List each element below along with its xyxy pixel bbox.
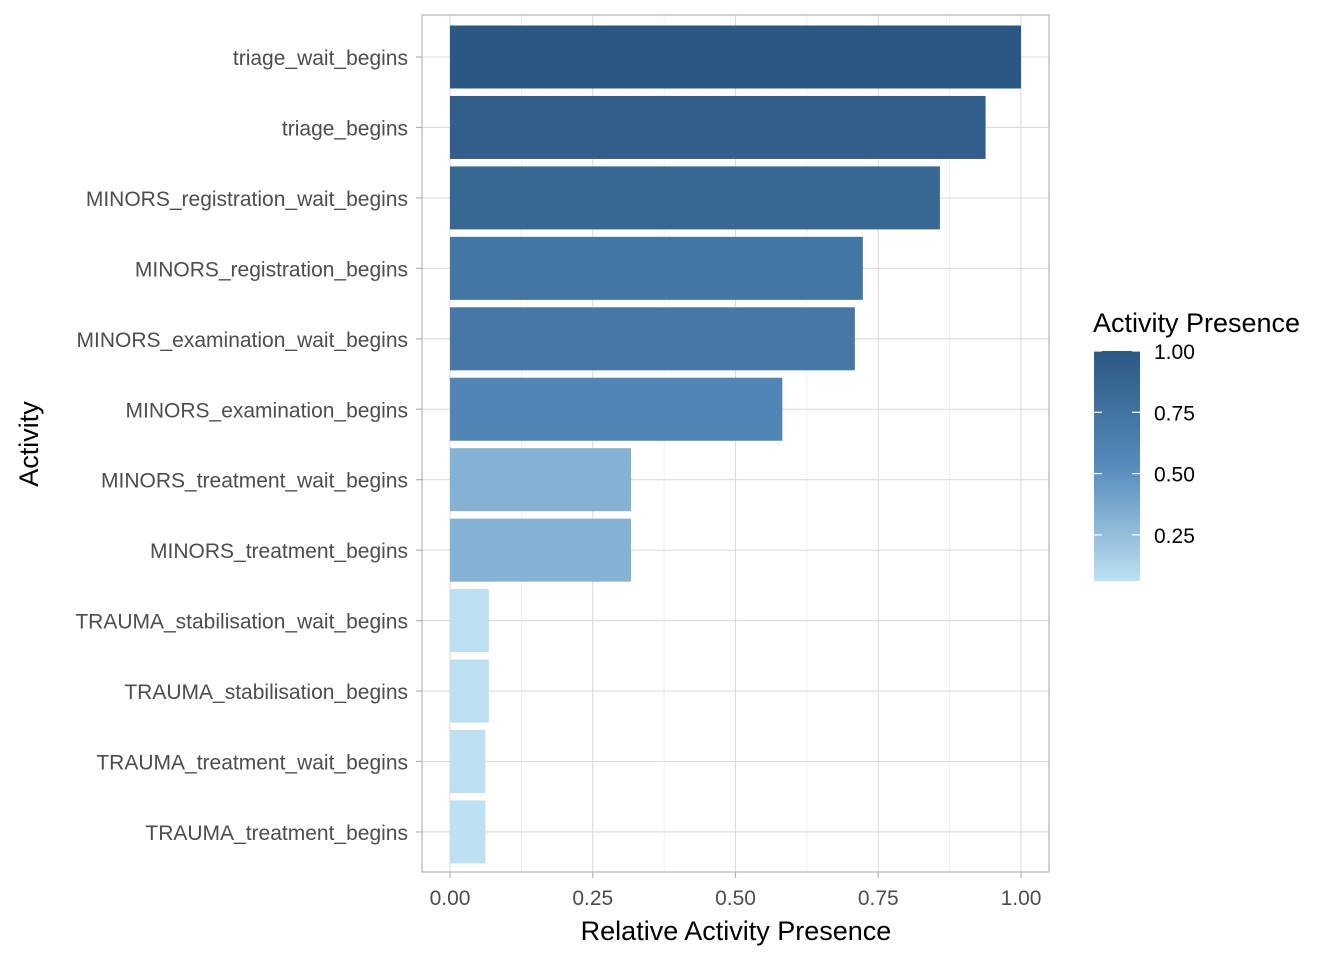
x-tick-label: 0.50 — [715, 887, 756, 910]
bar — [450, 166, 940, 230]
x-tick-label: 1.00 — [1001, 887, 1042, 910]
bar — [450, 25, 1021, 89]
legend-ticks: 1.00 0.75 0.50 0.25 — [1094, 341, 1195, 548]
y-axis: triage_wait_begins triage_begins MINORS_re… — [75, 47, 422, 845]
legend-tick-label: 1.00 — [1154, 341, 1195, 364]
bar — [450, 448, 632, 512]
bar — [450, 518, 632, 582]
bars — [450, 25, 1021, 864]
legend-tick-label: 0.50 — [1154, 464, 1195, 487]
y-tick-label: triage_begins — [282, 117, 408, 140]
y-tick-label: TRAUMA_stabilisation_wait_begins — [75, 611, 408, 634]
y-tick-label: MINORS_treatment_wait_begins — [101, 470, 408, 493]
y-tick-label: MINORS_registration_begins — [135, 258, 408, 281]
bar — [450, 589, 489, 653]
y-tick-label: TRAUMA_stabilisation_begins — [124, 681, 408, 704]
y-tick-label: triage_wait_begins — [233, 47, 408, 70]
bar — [450, 236, 863, 300]
x-tick-label: 0.75 — [858, 887, 899, 910]
y-tick-label: MINORS_examination_wait_begins — [77, 329, 409, 352]
y-tick-label: TRAUMA_treatment_begins — [145, 822, 408, 845]
legend: Activity Presence 1.00 0.75 0.50 0.25 — [1093, 308, 1300, 581]
bar — [450, 307, 855, 371]
x-tick-label: 0.00 — [430, 887, 471, 910]
bar — [450, 95, 986, 159]
x-axis-title: Relative Activity Presence — [581, 916, 892, 946]
legend-colorbar — [1094, 351, 1140, 581]
bar — [450, 800, 486, 864]
x-tick-label: 0.25 — [572, 887, 613, 910]
x-axis: 0.00 0.25 0.50 0.75 1.00 — [430, 872, 1042, 910]
y-tick-label: MINORS_examination_begins — [126, 399, 408, 422]
bar — [450, 377, 783, 441]
bar — [450, 730, 486, 793]
bar — [450, 659, 489, 723]
legend-tick-label: 0.75 — [1154, 402, 1195, 425]
legend-tick-label: 0.25 — [1154, 525, 1195, 548]
y-tick-label: MINORS_registration_wait_begins — [86, 188, 408, 211]
y-tick-label: MINORS_treatment_begins — [150, 540, 408, 563]
legend-title: Activity Presence — [1093, 308, 1300, 338]
y-tick-label: TRAUMA_treatment_wait_begins — [96, 752, 408, 775]
y-axis-title: Activity — [14, 401, 44, 487]
